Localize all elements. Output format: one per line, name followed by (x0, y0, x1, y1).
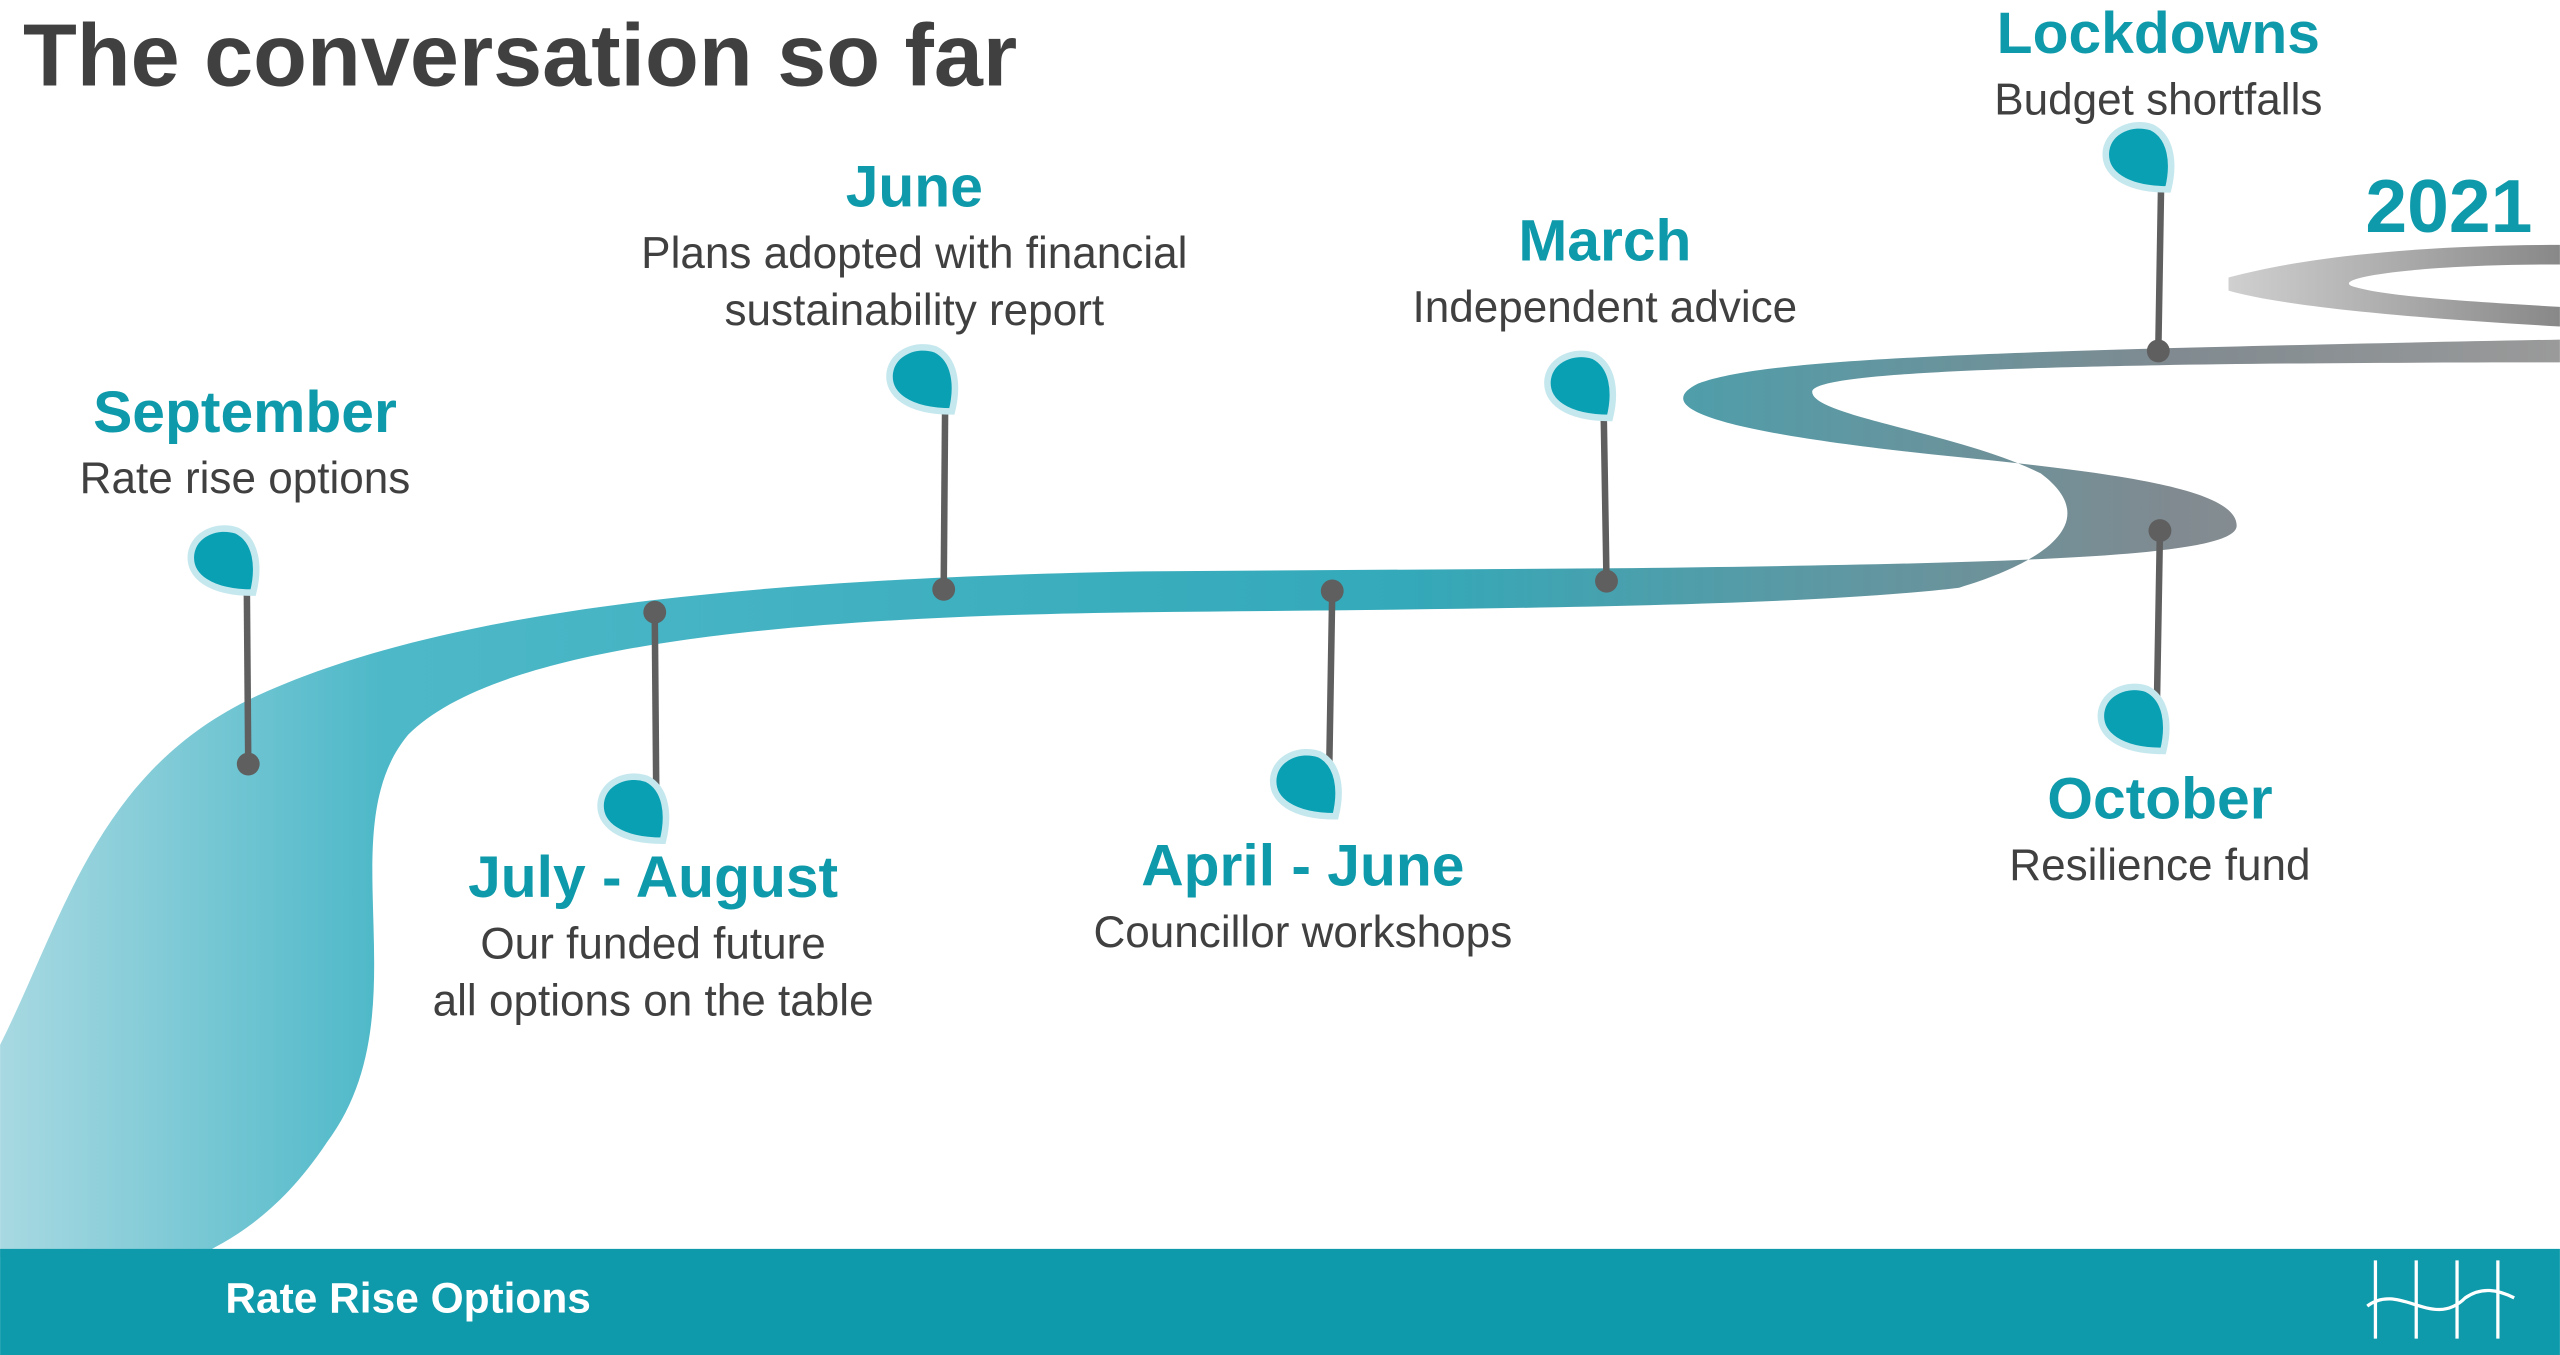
pin-head (2101, 687, 2166, 751)
milestone-label: Lockdowns (1997, 1, 2320, 66)
pin-head (890, 347, 955, 411)
milestone-text: Councillor workshops (1093, 908, 1512, 957)
pin-head (191, 529, 256, 593)
pin-head (2106, 125, 2171, 189)
milestone-label: July - August (468, 845, 838, 910)
milestones: September Rate rise options July - August O… (80, 1, 2323, 1026)
milestone-text: sustainability report (725, 286, 1105, 335)
milestone-text: Budget shortfalls (1994, 75, 2322, 124)
milestone-text: Resilience fund (2009, 841, 2310, 890)
year: 2021 (2365, 164, 2532, 248)
pin-dot (2147, 340, 2170, 363)
slide: The conversation so far 2021 Rate Rise O… (0, 0, 2560, 1355)
pin-dot (932, 578, 955, 601)
pin-dot (1321, 580, 1344, 603)
milestone-text: Plans adopted with financial (641, 229, 1187, 278)
milestone-text: all options on the table (433, 977, 874, 1026)
pin-head (1547, 354, 1612, 418)
pin-head (601, 777, 666, 841)
pin-head (1273, 752, 1338, 816)
pin-stem (2157, 531, 2160, 719)
milestone-label: October (2047, 767, 2272, 832)
pin-stem (1329, 591, 1332, 784)
road-swoosh (2229, 245, 2560, 327)
milestone-label: September (93, 380, 397, 445)
milestone-text: Our funded future (480, 920, 825, 969)
pin-dot (2149, 519, 2172, 542)
milestone-label: March (1518, 208, 1691, 273)
milestone-text: Rate rise options (80, 454, 411, 503)
title: The conversation so far (23, 5, 1017, 104)
milestone-text: Independent advice (1413, 283, 1798, 332)
footer-text: Rate Rise Options (225, 1274, 591, 1321)
page: The conversation so far 2021 Rate Rise O… (0, 0, 2560, 1355)
pin-dot (237, 753, 260, 776)
pin-dot (643, 601, 666, 624)
milestone-label: June (846, 155, 983, 220)
pin-dot (1595, 570, 1618, 593)
milestone-label: April - June (1141, 834, 1464, 899)
pin-stem (655, 612, 657, 808)
